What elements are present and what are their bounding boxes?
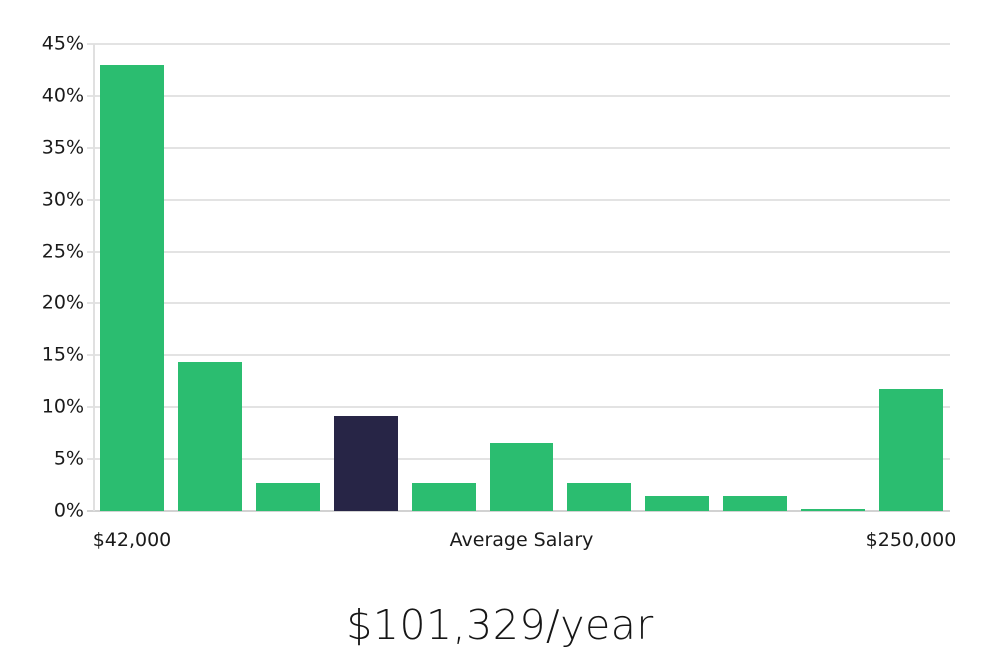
gridline-20% bbox=[87, 302, 950, 305]
y-tick-label-10%: 10% bbox=[41, 395, 84, 418]
y-tick-label-25%: 25% bbox=[41, 240, 84, 263]
gridline-10% bbox=[87, 406, 950, 409]
gridline-35% bbox=[87, 146, 950, 149]
bar-slot bbox=[405, 44, 483, 511]
x-label-min-salary: $42,000 bbox=[92, 529, 172, 551]
y-tick-label-15%: 15% bbox=[41, 343, 84, 366]
bar-highlight-average bbox=[333, 415, 398, 511]
y-axis-line bbox=[93, 44, 95, 511]
bar bbox=[255, 482, 320, 511]
bar-slot bbox=[171, 44, 249, 511]
y-tick-label-35%: 35% bbox=[41, 136, 84, 159]
y-tick-label-45%: 45% bbox=[41, 32, 84, 55]
bar-slot bbox=[794, 44, 872, 511]
bar-slot bbox=[638, 44, 716, 511]
bar bbox=[100, 64, 164, 511]
bar-slot bbox=[483, 44, 561, 511]
bar-series bbox=[93, 44, 950, 511]
gridline-30% bbox=[87, 198, 950, 201]
x-label-average-salary: Average Salary bbox=[449, 529, 594, 551]
average-salary-value: $101,329/year bbox=[346, 601, 654, 649]
bar-slot bbox=[716, 44, 794, 511]
y-tick-label-30%: 30% bbox=[41, 188, 84, 211]
gridline-15% bbox=[87, 354, 950, 357]
bar-slot bbox=[93, 44, 171, 511]
bar bbox=[801, 508, 866, 511]
y-tick-label-20%: 20% bbox=[41, 291, 84, 314]
gridline-45% bbox=[87, 43, 950, 45]
gridline-0% bbox=[87, 510, 950, 512]
bar-slot bbox=[560, 44, 638, 511]
y-tick-label-40%: 40% bbox=[41, 84, 84, 107]
y-axis: 0% 5% 10% 15% 20% 25% 30% 35% 40% 45% bbox=[0, 34, 84, 520]
y-tick-label-5%: 5% bbox=[53, 447, 84, 470]
bar-slot bbox=[249, 44, 327, 511]
bar bbox=[567, 482, 632, 511]
bar bbox=[489, 442, 554, 511]
bar bbox=[645, 496, 710, 511]
bar bbox=[411, 482, 476, 511]
x-axis: $42,000 Average Salary $250,000 bbox=[92, 529, 957, 557]
gridline-40% bbox=[87, 94, 950, 97]
bar bbox=[177, 361, 242, 511]
bar bbox=[723, 496, 788, 511]
gridline-25% bbox=[87, 250, 950, 253]
bar-slot bbox=[872, 44, 950, 511]
bar bbox=[879, 388, 943, 511]
plot-area bbox=[87, 43, 950, 512]
x-label-max-salary: $250,000 bbox=[865, 529, 957, 551]
y-tick-label-0%: 0% bbox=[53, 499, 84, 522]
bar-slot bbox=[327, 44, 405, 511]
